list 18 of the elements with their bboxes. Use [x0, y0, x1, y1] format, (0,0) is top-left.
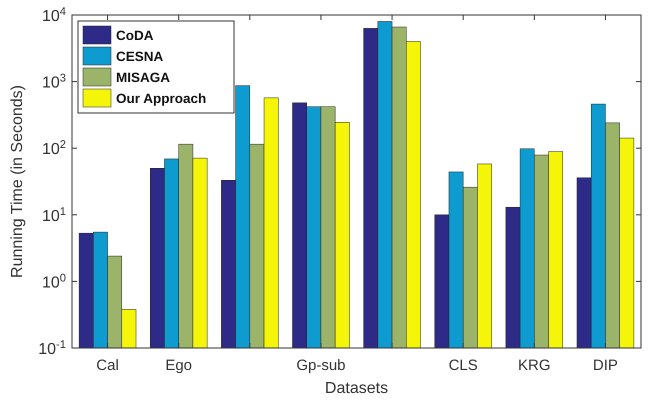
y-axis-title: Running Time (in Seconds)	[9, 85, 26, 278]
x-tick-label: Cal	[96, 357, 119, 374]
legend-label: CoDA	[116, 28, 154, 43]
y-tick-label: 10$^{-1}$	[38, 339, 66, 358]
x-tick-label: DIP	[592, 357, 618, 374]
x-tick-label: KRG	[518, 357, 551, 374]
x-axis-title: Datasets	[324, 380, 388, 397]
y-tick-label: 10$^{2}$	[42, 139, 66, 158]
legend-label: MISAGA	[116, 70, 170, 85]
legend-label: Our Approach	[116, 91, 206, 106]
y-tick-label: 10$^{4}$	[42, 6, 66, 25]
legend-label: CESNA	[116, 49, 164, 64]
x-tick-label: CLS	[448, 357, 478, 374]
y-tick-label: 10$^{3}$	[42, 72, 66, 92]
y-tick-label: 10$^{1}$	[42, 206, 66, 225]
x-tick-label: Ego	[165, 357, 192, 374]
x-tick-label: Gp-sub	[296, 357, 346, 374]
y-tick-label: 10$^{0}$	[42, 272, 66, 292]
